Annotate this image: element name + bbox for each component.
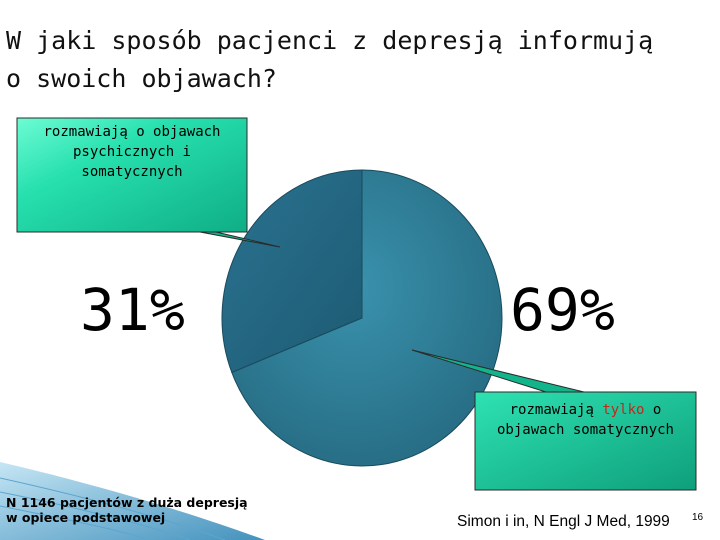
pie-label-69: 69% — [510, 276, 615, 344]
sample-footnote: N 1146 pacjentów z duża depresją w opiec… — [6, 495, 248, 525]
citation: Simon i in, N Engl J Med, 1999 — [457, 513, 670, 530]
callout-bottom-line2: objawach somatycznych — [496, 422, 674, 438]
callout-top-text: rozmawiają o objawach psychicznych i som… — [17, 122, 247, 182]
page-number: 16 — [692, 512, 704, 523]
callout-bottom — [411, 349, 697, 491]
callout-top-line1: rozmawiają o objawach — [43, 124, 221, 140]
title-line-1: W jaki sposób pacjenci z depresją inform… — [6, 26, 654, 55]
corner-wave-decoration — [0, 462, 265, 540]
callout-top — [16, 117, 281, 248]
callout-top-line2: psychicznych i — [72, 144, 191, 160]
callout-bottom-emphasis: tylko — [602, 402, 645, 418]
title-line-2: o swoich objawach? — [6, 64, 277, 93]
pie-slice-31 — [221, 169, 363, 374]
callout-bottom-text: rozmawiają tylko o objawach somatycznych — [475, 400, 696, 440]
footnote-line-2: w opiece podstawowej — [6, 510, 166, 525]
slide-title: W jaki sposób pacjenci z depresją inform… — [6, 22, 706, 98]
callout-bottom-suffix: o — [644, 402, 662, 418]
callout-top-line3: somatycznych — [81, 164, 183, 180]
pie-label-31: 31% — [80, 276, 185, 344]
callout-bottom-prefix: rozmawiają — [509, 402, 603, 418]
footnote-line-1: N 1146 pacjentów z duża depresją — [6, 495, 248, 510]
